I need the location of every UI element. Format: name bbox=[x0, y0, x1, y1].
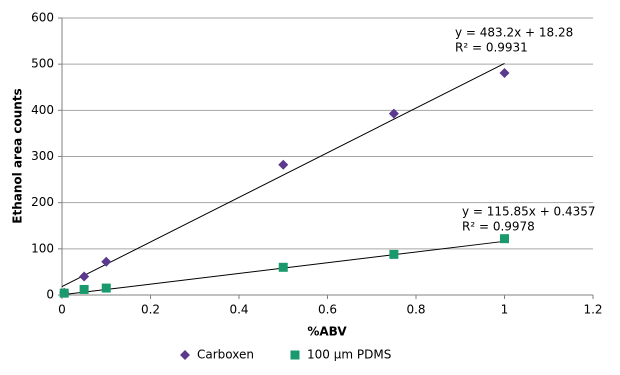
x-tick-label: 1.2 bbox=[583, 303, 602, 317]
legend-marker bbox=[290, 350, 300, 360]
trendline bbox=[61, 63, 505, 288]
marker bbox=[388, 108, 399, 119]
marker bbox=[101, 283, 111, 293]
x-axis-title: %ABV bbox=[307, 325, 347, 339]
marker bbox=[101, 256, 112, 267]
y-axis-title: Ethanol area counts bbox=[11, 88, 25, 223]
marker bbox=[79, 284, 89, 294]
legend-label: Carboxen bbox=[197, 348, 254, 362]
x-tick-label: 0.6 bbox=[318, 303, 337, 317]
trendline-r2: R² = 0.9978 bbox=[462, 220, 535, 234]
marker bbox=[500, 234, 509, 244]
legend-marker bbox=[180, 350, 190, 360]
x-tick-label: 0 bbox=[58, 303, 66, 317]
legend-label: 100 µm PDMS bbox=[307, 348, 391, 362]
trendline-equation: y = 483.2x + 18.28 bbox=[455, 26, 573, 40]
y-tick-label: 300 bbox=[31, 149, 54, 163]
y-tick-label: 100 bbox=[31, 241, 54, 255]
x-tick-label: 0.8 bbox=[406, 303, 425, 317]
y-tick-label: 600 bbox=[31, 11, 54, 25]
y-tick-label: 500 bbox=[31, 57, 54, 71]
x-tick-label: 0.4 bbox=[229, 303, 248, 317]
marker bbox=[59, 288, 69, 298]
y-tick-label: 0 bbox=[46, 288, 54, 302]
x-tick-label: 0.2 bbox=[141, 303, 160, 317]
y-tick-label: 400 bbox=[31, 103, 54, 117]
trendline-r2: R² = 0.9931 bbox=[455, 41, 528, 55]
marker bbox=[278, 262, 288, 272]
marker bbox=[389, 249, 399, 259]
x-tick-label: 1 bbox=[501, 303, 509, 317]
trendline-equation: y = 115.85x + 0.4357 bbox=[462, 205, 596, 219]
y-tick-label: 200 bbox=[31, 195, 54, 209]
marker bbox=[79, 271, 90, 282]
marker bbox=[278, 159, 289, 170]
marker bbox=[499, 67, 510, 78]
